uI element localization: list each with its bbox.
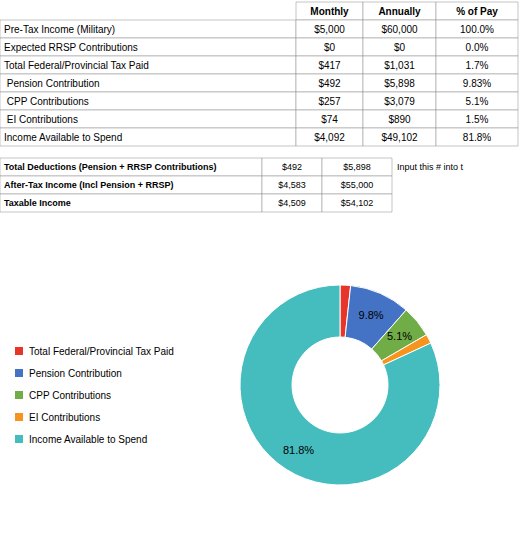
svg-text:$49,102: $49,102 [381,132,418,143]
svg-text:0.0%: 0.0% [466,42,489,53]
svg-text:Total Deductions (Pension + RR: Total Deductions (Pension + RRSP Contrib… [4,162,216,172]
svg-text:$60,000: $60,000 [381,24,418,35]
svg-text:Input this # into t: Input this # into t [397,162,464,172]
svg-text:$5,898: $5,898 [343,162,371,172]
svg-text:$257: $257 [318,96,341,107]
svg-text:Income Available to Spend: Income Available to Spend [4,132,122,143]
svg-text:$4,583: $4,583 [278,180,306,190]
svg-text:$74: $74 [321,114,338,125]
svg-text:Income Available to Spend: Income Available to Spend [29,434,147,445]
svg-text:Pre-Tax Income (Military): Pre-Tax Income (Military) [4,24,115,35]
svg-text:Taxable Income: Taxable Income [4,198,71,208]
svg-text:9.83%: 9.83% [463,78,491,89]
svg-text:EI Contributions: EI Contributions [4,114,78,125]
svg-text:Pension Contribution: Pension Contribution [29,368,122,379]
svg-text:1.7%: 1.7% [466,60,489,71]
svg-text:$492: $492 [318,78,341,89]
svg-text:$0: $0 [324,42,336,53]
svg-text:1.5%: 1.5% [466,114,489,125]
svg-text:Monthly: Monthly [310,6,349,17]
svg-text:Annually: Annually [378,6,421,17]
svg-text:$890: $890 [388,114,411,125]
svg-text:$417: $417 [318,60,341,71]
svg-text:$5,000: $5,000 [314,24,345,35]
svg-text:9.8%: 9.8% [359,309,384,321]
svg-text:$5,898: $5,898 [384,78,415,89]
svg-text:Total Federal/Provincial Tax P: Total Federal/Provincial Tax Paid [4,60,149,71]
svg-text:$4,509: $4,509 [278,198,306,208]
svg-text:5.1%: 5.1% [387,330,412,342]
svg-text:Pension Contribution: Pension Contribution [4,78,100,89]
svg-text:$54,102: $54,102 [341,198,374,208]
svg-text:$0: $0 [394,42,406,53]
svg-text:CPP Contributions: CPP Contributions [4,96,89,107]
svg-text:EI Contributions: EI Contributions [29,412,100,423]
svg-text:81.8%: 81.8% [463,132,491,143]
svg-text:$4,092: $4,092 [314,132,345,143]
svg-text:% of Pay: % of Pay [456,6,498,17]
svg-text:Expected RRSP Contributions: Expected RRSP Contributions [4,42,138,53]
svg-text:$492: $492 [282,162,302,172]
svg-text:Total Federal/Provincial Tax P: Total Federal/Provincial Tax Paid [29,346,174,357]
svg-text:$1,031: $1,031 [384,60,415,71]
svg-text:$3,079: $3,079 [384,96,415,107]
svg-text:100.0%: 100.0% [460,24,494,35]
svg-text:$55,000: $55,000 [341,180,374,190]
svg-text:After-Tax Income (Incl Pension: After-Tax Income (Incl Pension + RRSP) [4,180,174,190]
svg-text:81.8%: 81.8% [283,444,314,456]
svg-text:CPP Contributions: CPP Contributions [29,390,111,401]
svg-text:5.1%: 5.1% [466,96,489,107]
